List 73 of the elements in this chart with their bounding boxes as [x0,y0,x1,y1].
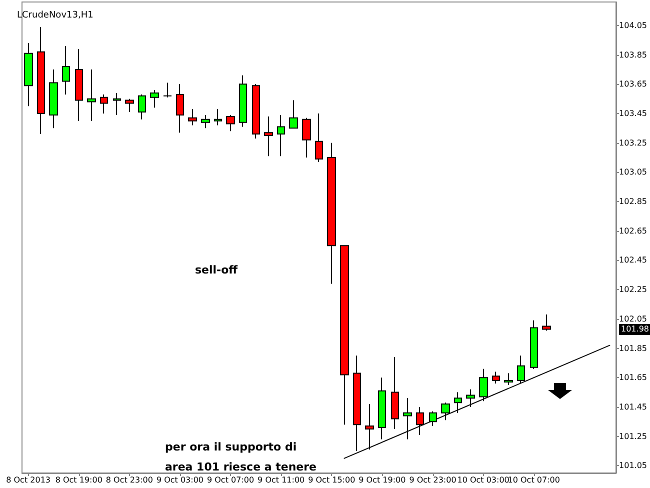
candlestick [429,410,437,427]
candlestick [201,114,210,129]
y-tick-label: 102.25 [619,285,648,294]
y-tick-label: 104.05 [619,20,648,30]
x-tick-label: 9 Oct 07:00 [207,476,254,484]
candlestick [530,320,538,370]
candlestick [365,404,374,450]
y-tick-label: 103.05 [619,168,648,177]
candlestick [176,84,184,134]
candlestick [416,406,424,436]
x-tick-label: 8 Oct 19:00 [55,476,102,484]
candlestick [479,368,488,402]
y-tick-label: 101.05 [619,461,648,470]
candlestick [441,402,450,421]
candlestick [75,48,83,122]
candlestick [289,100,298,129]
candlestick [517,355,525,384]
candlestick [302,117,311,158]
candlestick [138,94,146,120]
candlestick [24,42,33,107]
candlestick [466,388,475,408]
y-tick-label: 102.85 [619,197,648,206]
x-tick-label: 10 Oct 07:00 [508,476,560,484]
x-tick-label: 9 Oct 03:00 [156,476,204,484]
y-tick-label: 101.65 [619,373,648,382]
y-tick-label: 101.25 [619,432,648,441]
candlestick [37,26,45,135]
candlestick [492,371,500,384]
candlestick [542,314,551,332]
y-tick-label: 102.45 [619,256,648,265]
candlestick [188,108,197,126]
candlestick [454,392,462,414]
y-tick-label: 103.25 [619,138,648,148]
y-tick-label: 102.65 [619,226,648,236]
y-tick-label: 101.45 [619,402,648,412]
candlestick [264,116,273,157]
candlestick [403,398,412,440]
candlestick [100,94,108,114]
candlestick [315,113,323,162]
x-tick-label: 8 Oct 2013 [6,476,51,484]
candlestick [113,92,121,116]
y-tick-label: 103.45 [619,109,648,118]
text: 101.98 [621,324,649,334]
candlestick [163,82,172,98]
y-tick-label: 103.65 [619,80,648,89]
candlestick [378,377,386,440]
candlestick [277,114,285,157]
candlestick [125,98,134,113]
candlestick [62,46,70,95]
y-tick-label: 102.05 [619,314,648,324]
candlestick [87,68,96,122]
annotation: per ora il supporto di area 101 riesce a tenere [165,440,317,474]
candlestick [340,245,349,426]
candlestick [391,356,399,430]
x-tick-label: 9 Oct 11:00 [258,476,305,484]
candlestick [327,142,336,284]
y-tick-label: 101.85 [619,344,648,353]
x-tick-label: 9 Oct 19:00 [358,476,406,484]
candlestick [49,68,58,129]
candlestick [504,372,513,386]
candlestick [150,90,159,108]
candlestick [226,114,235,132]
candlestick [252,84,260,139]
x-tick-label: 9 Oct 15:00 [308,476,356,484]
candlestick [353,355,361,452]
candlestick [214,108,222,126]
x-tick-label: 10 Oct 03:00 [457,476,510,484]
x-tick-label: 9 Oct 23:00 [409,476,456,484]
y-tick-label: 103.85 [619,50,648,60]
x-tick-label: 8 Oct 23:00 [106,476,153,484]
annotation: sell-off [195,264,238,276]
text: LCrudeNov13,H1 [17,10,94,20]
candlestick [239,74,247,128]
